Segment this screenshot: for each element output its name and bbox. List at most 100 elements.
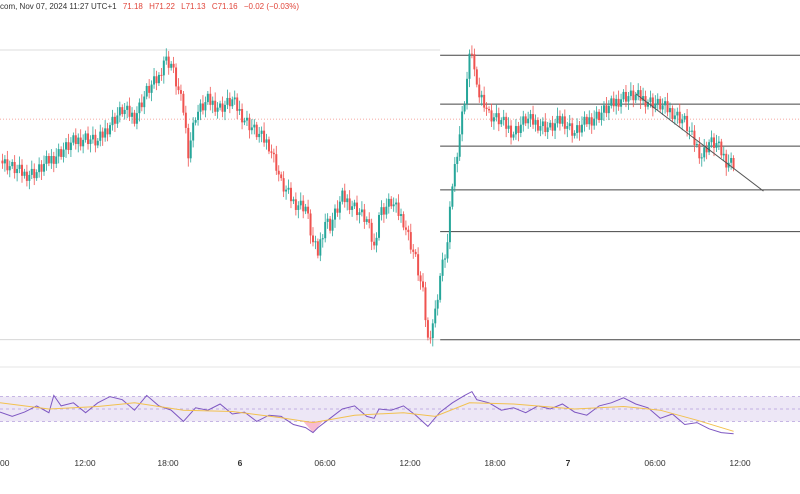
candle-body (18, 164, 21, 169)
candle-body (588, 117, 591, 125)
candle-body (730, 158, 733, 163)
candle-body (593, 118, 596, 126)
candle-body (275, 154, 278, 171)
header-source: com, Nov 07, 2024 11:27 UTC+1 (0, 2, 117, 11)
candle-body (96, 140, 99, 146)
candle-body (326, 218, 329, 222)
candle-body (189, 140, 192, 159)
candle-body (187, 127, 190, 159)
candle-body (505, 116, 508, 129)
candle-body (639, 90, 642, 101)
candle-body (700, 157, 703, 159)
candle-body (294, 199, 297, 210)
x-tick-label: 12:00 (729, 458, 751, 468)
candle-body (466, 78, 469, 104)
candle-body (297, 205, 300, 210)
candle-body (664, 101, 667, 106)
candle-body (72, 135, 75, 143)
candle-body (627, 96, 630, 102)
candle-body (353, 202, 356, 207)
candle-body (118, 107, 121, 116)
candle-body (162, 60, 165, 76)
candle-body (319, 239, 322, 256)
candle-body (426, 320, 429, 338)
candle-body (412, 249, 415, 252)
candle-body (715, 143, 718, 148)
candle-body (57, 149, 60, 157)
candle-body (686, 115, 689, 131)
candle-body (343, 190, 346, 203)
candle-body (351, 206, 354, 210)
candle-body (546, 127, 549, 133)
candle-body (285, 189, 288, 192)
candle-body (612, 98, 615, 107)
candle-body (661, 105, 664, 110)
candle-body (444, 258, 447, 260)
candle-body (253, 124, 256, 128)
candle-body (532, 114, 535, 125)
candle-body (1, 160, 4, 164)
candle-body (402, 214, 405, 228)
candle-body (179, 90, 182, 94)
candle-body (453, 164, 456, 187)
candle-body (333, 208, 336, 220)
candle-body (497, 113, 500, 125)
candle-body (649, 97, 652, 103)
candle-body (55, 156, 58, 164)
candle-body (708, 142, 711, 153)
candle-body (265, 139, 268, 143)
candle-body (390, 198, 393, 207)
candle-body (87, 133, 90, 145)
candle-body (140, 102, 143, 108)
candle-body (221, 103, 224, 112)
candle-body (495, 113, 498, 118)
candle-body (84, 133, 87, 140)
header-close: C71.16 (211, 2, 238, 11)
candle-body (598, 111, 601, 121)
candle-body (226, 97, 229, 105)
candle-body (380, 207, 383, 216)
candle-body (135, 113, 138, 124)
candle-body (245, 117, 248, 121)
candle-body (668, 108, 671, 113)
candle-body (439, 275, 442, 300)
candle-body (360, 209, 363, 213)
candle-body (693, 130, 696, 145)
candle-body (204, 102, 207, 111)
candle-body (615, 98, 618, 107)
candle-body (473, 54, 476, 70)
candle-body (378, 215, 381, 238)
candle-body (483, 94, 486, 108)
candle-body (659, 98, 662, 110)
candle-body (272, 152, 275, 155)
candle-body (101, 131, 104, 138)
candle-body (145, 85, 148, 97)
candle-body (148, 85, 151, 93)
candle-body (387, 198, 390, 207)
trend-line[interactable] (635, 93, 764, 192)
candle-body (363, 209, 366, 222)
candle-body (725, 153, 728, 168)
candle-body (175, 67, 178, 87)
candle-body (544, 121, 547, 133)
candle-body (316, 241, 319, 256)
candle-body (517, 126, 520, 133)
candle-body (182, 93, 185, 113)
candle-body (456, 156, 459, 165)
candle-body (282, 178, 285, 192)
candle-body (336, 208, 339, 213)
x-tick-label: 00 (0, 458, 10, 468)
candle-body (583, 116, 586, 125)
candle-body (197, 111, 200, 121)
candle-body (199, 103, 202, 112)
candle-body (216, 107, 219, 112)
candle-body (74, 135, 77, 145)
candle-body (539, 126, 542, 131)
candle-body (536, 120, 539, 131)
candle-body (346, 198, 349, 203)
candle-body (395, 202, 398, 205)
candle-body (128, 105, 131, 117)
candle-body (116, 115, 119, 124)
candle-body (21, 164, 24, 176)
